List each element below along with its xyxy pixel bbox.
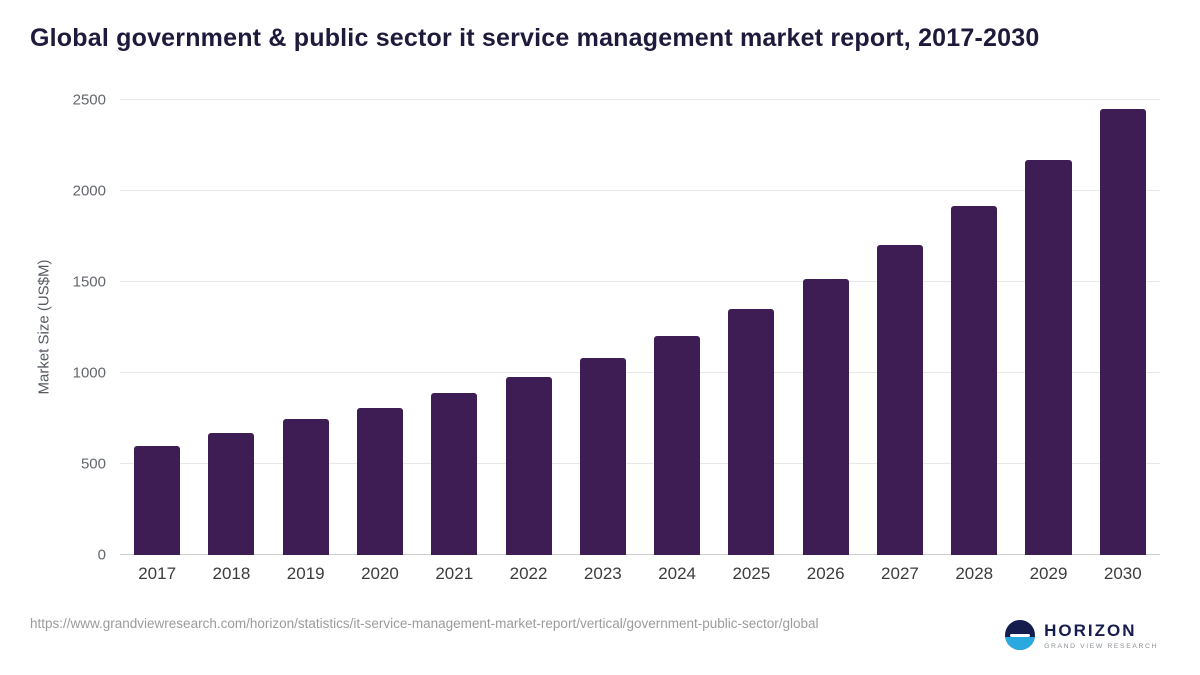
horizon-logo-text: HORIZON GRAND VIEW RESEARCH (1044, 621, 1158, 650)
x-tick-label: 2028 (955, 564, 994, 583)
horizon-tagline: GRAND VIEW RESEARCH (1044, 642, 1158, 650)
y-tick-label: 1000 (72, 364, 106, 382)
y-tick-label: 0 (97, 546, 106, 564)
bar-cell (491, 100, 565, 555)
gridline (120, 281, 1160, 282)
gridline (120, 463, 1160, 464)
bar-2025 (728, 309, 775, 555)
horizon-logo-icon (1005, 620, 1036, 650)
x-tick-label: 2022 (509, 564, 548, 583)
gridline (120, 372, 1160, 373)
horizon-brand-name: HORIZON (1044, 620, 1137, 640)
bar-2027 (876, 244, 923, 555)
bar-cell (714, 100, 788, 555)
x-tick-label: 2021 (435, 564, 474, 583)
x-tick-label: 2030 (1103, 564, 1142, 583)
x-axis-labels: 2017 2018 2019 2020 2021 2022 2023 2024 2025 2026… (120, 564, 1160, 584)
page-title: Global government & public sector it ser… (30, 24, 1040, 52)
x-tick-label: 2023 (583, 564, 622, 583)
bar-2021 (431, 393, 478, 555)
bar-2017 (134, 445, 181, 555)
horizon-logo: HORIZON GRAND VIEW RESEARCH (1005, 620, 1158, 650)
bar-cell (1011, 100, 1085, 555)
x-tick-label: 2025 (732, 564, 771, 583)
y-axis-title: Market Size (US$M) (35, 259, 53, 395)
horizon-line-shape (1010, 634, 1031, 637)
bar-2028 (951, 205, 998, 555)
x-tick-label: 2024 (658, 564, 697, 583)
bar-cell (937, 100, 1011, 555)
bar-cell (789, 100, 863, 555)
gridline (120, 190, 1160, 191)
x-tick-label: 2027 (881, 564, 919, 583)
bar-cell (1086, 100, 1160, 555)
bar-2019 (282, 419, 329, 555)
bar-cell (120, 100, 194, 555)
bar-cell (417, 100, 491, 555)
bar-cell (269, 100, 343, 555)
bar-cell (863, 100, 937, 555)
bar-2024 (654, 335, 701, 555)
bar-2018 (208, 433, 255, 555)
gridline (120, 99, 1160, 100)
y-tick-label: 2500 (72, 91, 106, 109)
x-tick-label: 2017 (138, 564, 177, 583)
bar-2030 (1099, 109, 1146, 555)
x-tick-label: 2019 (286, 564, 325, 583)
bar-2020 (356, 407, 403, 555)
gridline (120, 554, 1160, 555)
footer: https://www.grandviewresearch.com/horizo… (30, 610, 1160, 665)
bar-2022 (505, 376, 552, 555)
bar-cell (194, 100, 268, 555)
horizon-sea-shape (1005, 637, 1036, 650)
x-tick-label: 2020 (361, 564, 399, 583)
x-tick-label: 2018 (212, 564, 251, 583)
bar-cell (343, 100, 417, 555)
y-tick-label: 500 (80, 455, 106, 473)
y-tick-label: 1500 (72, 273, 106, 291)
x-tick-label: 2026 (806, 564, 845, 583)
source-url: https://www.grandviewresearch.com/horizo… (30, 616, 819, 631)
bar-2026 (802, 279, 849, 555)
bar-cell (566, 100, 640, 555)
bar-2029 (1025, 160, 1072, 555)
plot-area: 0 500 1000 1500 2000 2500 (73, 92, 1160, 564)
bar-chart: Market Size (US$M) 0 500 1000 1500 2000 2500 … (30, 92, 1160, 600)
bar-2023 (579, 357, 626, 555)
x-tick-label: 2029 (1029, 564, 1068, 583)
bar-cell (640, 100, 714, 555)
y-tick-label: 2000 (72, 182, 106, 200)
bars (120, 100, 1160, 555)
